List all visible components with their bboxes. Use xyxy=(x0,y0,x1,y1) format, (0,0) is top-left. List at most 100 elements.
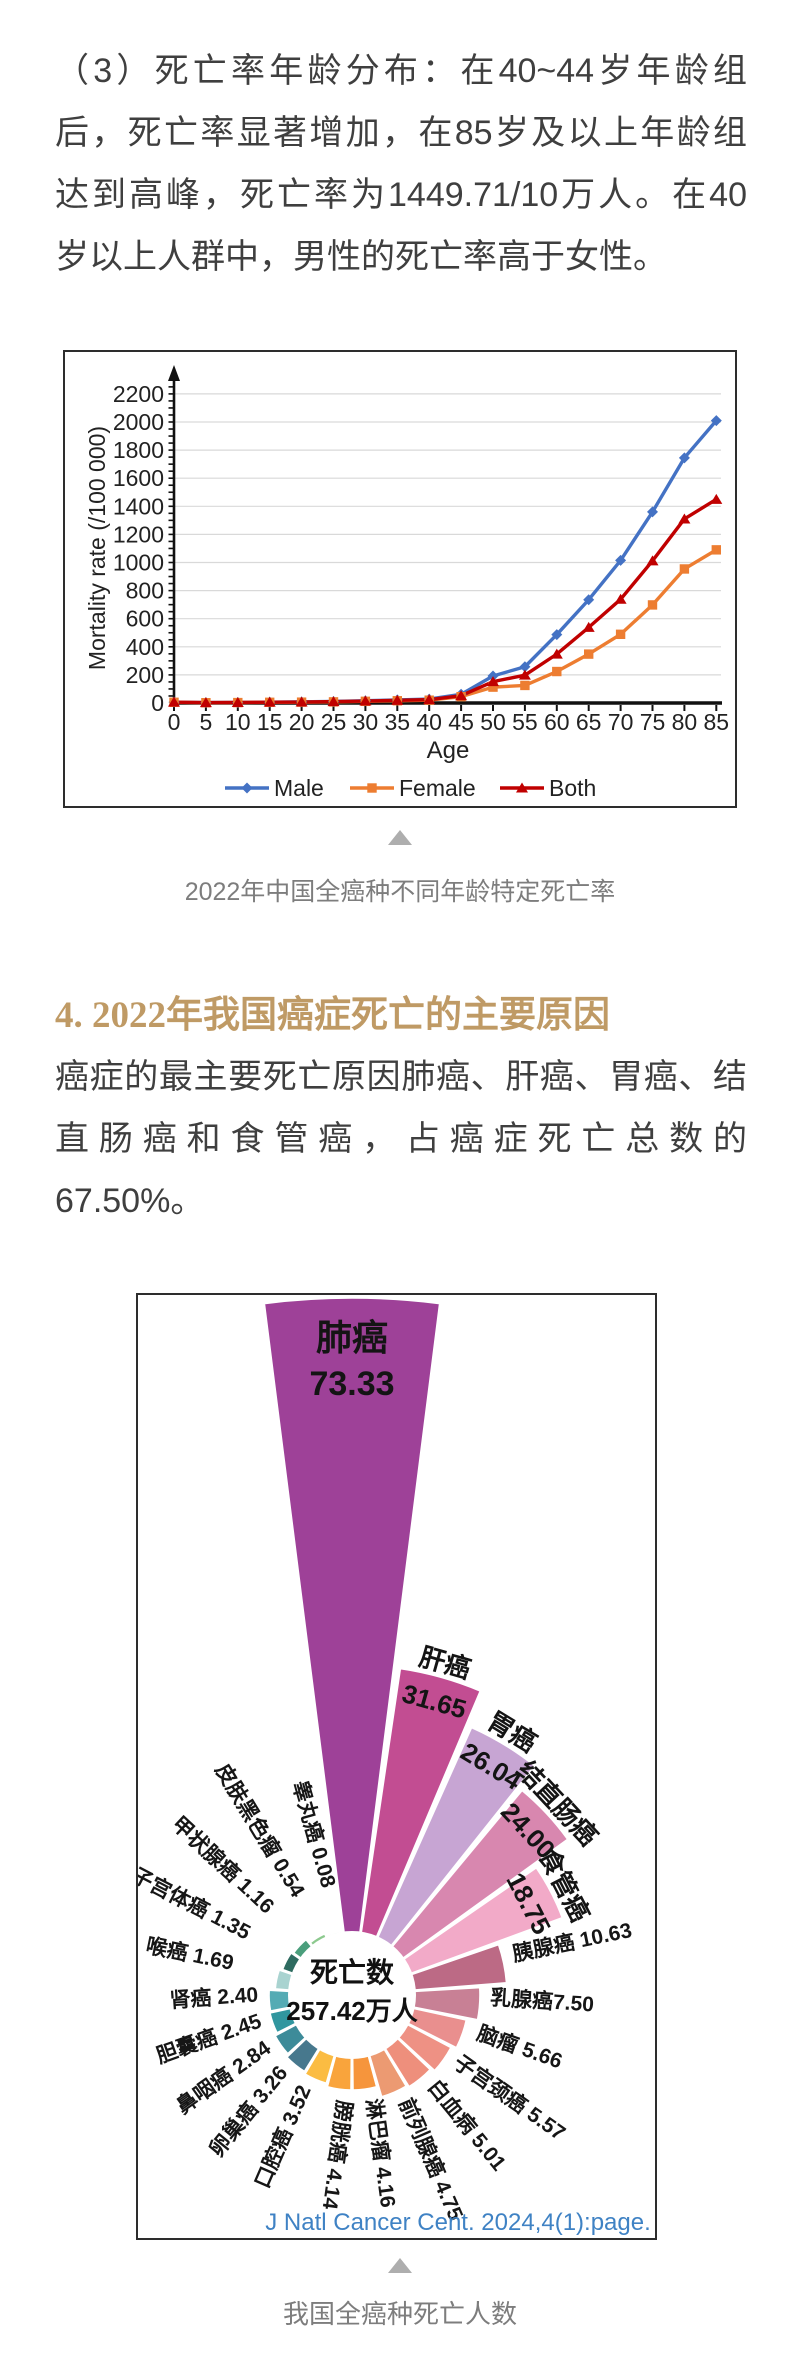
x-tick-label: 15 xyxy=(257,709,283,735)
death-cause-paragraph: 癌症的最主要死亡原因肺癌、肝癌、胃癌、结 直肠癌和食管癌，占癌症死亡总数的 67… xyxy=(55,1046,747,1232)
paragraph-line: 后，死亡率显著增加，在85岁及以上年龄组 xyxy=(55,114,747,152)
y-axis-arrow-icon xyxy=(168,365,180,381)
x-tick-label: 60 xyxy=(544,709,570,735)
data-point xyxy=(487,676,499,687)
data-point xyxy=(710,493,723,504)
legend-label-female: Female xyxy=(399,775,476,801)
legend-label-male: Male xyxy=(274,775,324,801)
y-tick-label: 2000 xyxy=(113,409,164,435)
caption-triangle-icon xyxy=(0,830,800,850)
rose-inner-label: 肺癌 xyxy=(316,1317,388,1358)
x-tick-label: 30 xyxy=(353,709,379,735)
data-point xyxy=(615,554,627,566)
data-point xyxy=(423,694,436,705)
rose-inner-label: 73.33 xyxy=(309,1365,394,1403)
data-point xyxy=(199,697,212,708)
rose-center-label: 死亡数 257.42万人 xyxy=(242,1953,462,2029)
x-tick-label: 35 xyxy=(385,709,411,735)
y-tick-label: 1400 xyxy=(113,493,164,519)
section-heading: 4. 2022年我国癌症死亡的主要原因 xyxy=(55,995,610,1036)
paragraph-line: 岁以上人群中，男性的死亡率高于女性。 xyxy=(55,238,667,276)
rose-outer-label: 喉癌 1.69 xyxy=(144,1933,236,1975)
rose-wedge-1 xyxy=(351,1667,482,1996)
death-count-value: 257.42万人 xyxy=(286,1996,418,2026)
rose-wedge-3 xyxy=(351,1789,569,1996)
rose-outer-label: 膀胱癌 4.14 xyxy=(318,2098,357,2211)
data-point xyxy=(455,690,468,701)
data-point xyxy=(678,513,691,524)
data-point xyxy=(487,670,499,682)
age-mortality-chart-frame: 0 20 0 400 600 800 1000 1200 1400 1600 1800 2000 220… xyxy=(63,350,737,808)
data-point xyxy=(168,696,180,707)
caption-triangle-icon xyxy=(0,2258,800,2278)
data-point xyxy=(263,696,276,707)
data-point xyxy=(647,600,658,610)
rose-outer-label: 脑瘤 5.66 xyxy=(474,2021,566,2073)
data-point xyxy=(647,506,658,518)
x-tick-label: 5 xyxy=(200,709,213,735)
data-point xyxy=(679,564,690,574)
legend-label-both: Both xyxy=(549,775,596,801)
x-tick-label: 75 xyxy=(640,709,666,735)
paragraph-line: 67.50%。 xyxy=(55,1182,205,1220)
x-tick-label: 85 xyxy=(704,709,730,735)
data-point xyxy=(614,593,627,604)
x-tick-label: 70 xyxy=(608,709,634,735)
data-point xyxy=(584,649,594,659)
death-cause-rose-chart: 肺癌73.33肝癌31.65胃癌26.04结直肠癌24.00食管癌18.75胰腺… xyxy=(138,1297,634,2224)
paragraph-line: 癌症的最主要死亡原因肺癌、肝癌、胃癌、结 xyxy=(55,1058,747,1096)
rose-wedge-0 xyxy=(263,1297,441,1996)
data-point xyxy=(582,621,595,632)
data-point xyxy=(516,782,528,793)
data-point xyxy=(367,783,377,793)
rose-outer-label: 乳腺癌7.50 xyxy=(489,1985,594,2016)
y-tick-label: 0 xyxy=(151,690,164,716)
y-tick-label: 800 xyxy=(126,578,164,604)
x-tick-label: 20 xyxy=(289,709,315,735)
y-tick-label: 1000 xyxy=(113,550,164,576)
data-point xyxy=(711,545,721,555)
mortality-age-paragraph: （3）死亡率年龄分布：在40~44岁年龄组 后，死亡率显著增加，在85岁及以上年… xyxy=(55,40,747,288)
x-tick-label: 55 xyxy=(512,709,538,735)
data-point xyxy=(327,696,340,707)
x-tick-label: 0 xyxy=(168,709,181,735)
data-point xyxy=(615,629,626,639)
y-tick-label: 400 xyxy=(126,634,164,660)
rose-outer-label: 淋巴瘤 4.16 xyxy=(361,2097,400,2209)
data-point xyxy=(295,696,308,707)
y-tick-label: 600 xyxy=(126,606,164,632)
data-point xyxy=(519,661,531,673)
x-tick-label: 45 xyxy=(448,709,474,735)
rose-center-circle xyxy=(288,1931,416,2059)
data-point xyxy=(241,782,253,794)
journal-citation-link[interactable]: J Natl Cancer Cent. 2024,4(1):page. xyxy=(265,2209,651,2236)
x-axis-title: Age xyxy=(427,737,470,764)
y-tick-label: 1200 xyxy=(113,521,164,547)
paragraph-line: 直肠癌和食管癌，占癌症死亡总数的 xyxy=(55,1120,747,1158)
y-axis-title: Mortality rate (/100 000) xyxy=(84,426,110,670)
x-tick-label: 65 xyxy=(576,709,602,735)
line-chart-caption: 2022年中国全癌种不同年龄特定死亡率 xyxy=(184,878,616,906)
series-line-both xyxy=(173,497,718,705)
data-point xyxy=(550,648,563,659)
y-tick-label: 2200 xyxy=(113,381,164,407)
paragraph-line: 达到高峰，死亡率为1449.71/10万人。在40 xyxy=(55,176,747,214)
x-tick-label: 50 xyxy=(480,709,506,735)
data-point xyxy=(231,696,244,707)
x-tick-label: 10 xyxy=(225,709,251,735)
y-tick-label: 1800 xyxy=(113,437,164,463)
data-point xyxy=(359,695,372,706)
data-point xyxy=(518,669,531,680)
series-line-male xyxy=(173,419,718,705)
x-tick-label: 80 xyxy=(672,709,698,735)
data-point xyxy=(488,682,498,692)
x-tick-label: 40 xyxy=(416,709,442,735)
death-count-title: 死亡数 xyxy=(309,1957,394,1988)
death-cause-rose-chart-frame: 肺癌 73.33 肝癌 31.65 胃癌 26.04 结直肠癌 24.00 食管癌 18.75 胰腺… xyxy=(136,1293,657,2240)
data-point xyxy=(646,555,659,566)
data-point xyxy=(678,452,690,464)
data-point xyxy=(710,415,722,427)
y-tick-label: 1600 xyxy=(113,465,164,491)
